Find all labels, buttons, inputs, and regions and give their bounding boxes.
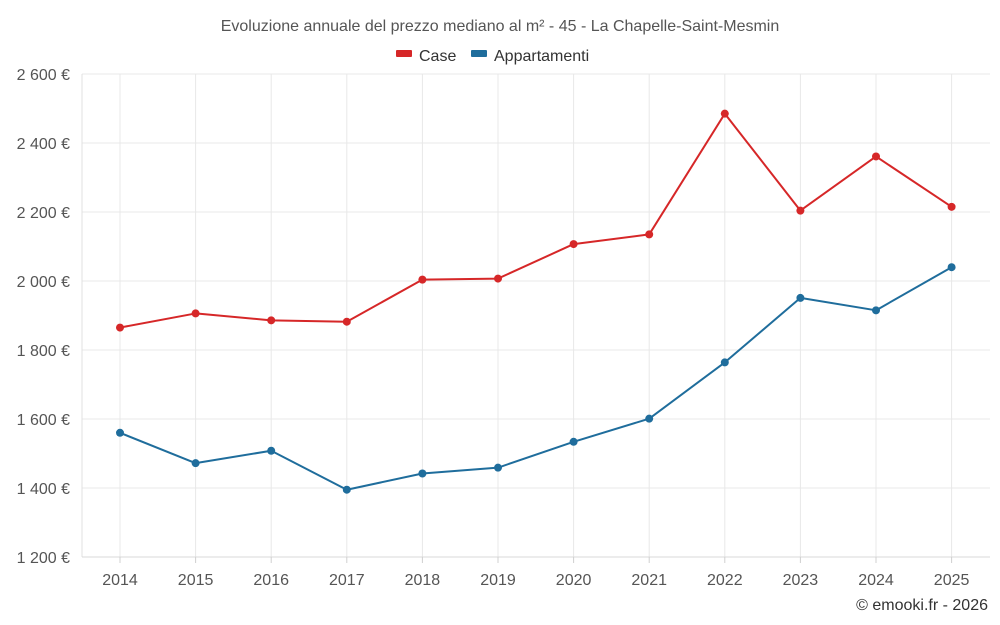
data-point-appartamenti[interactable] — [720, 358, 729, 367]
data-point-case[interactable] — [342, 317, 351, 326]
chart-title: Evoluzione annuale del prezzo mediano al… — [221, 18, 780, 35]
x-tick-label: 2021 — [631, 572, 667, 589]
legend-label-appartamenti[interactable]: Appartamenti — [494, 48, 589, 65]
x-tick-label: 2020 — [556, 572, 592, 589]
data-point-case[interactable] — [116, 323, 124, 332]
data-point-case[interactable] — [720, 109, 729, 118]
data-point-case[interactable] — [569, 240, 578, 249]
y-tick-label: 1 600 € — [17, 412, 70, 429]
data-point-appartamenti[interactable] — [116, 428, 124, 437]
data-point-appartamenti[interactable] — [569, 437, 578, 446]
legend-label-case[interactable]: Case — [419, 48, 456, 65]
y-tick-label: 2 600 € — [17, 67, 70, 84]
legend: Case Appartamenti — [396, 48, 589, 65]
y-tick-label: 2 000 € — [17, 274, 70, 291]
data-point-appartamenti[interactable] — [872, 306, 880, 315]
data-point-appartamenti[interactable] — [342, 485, 351, 494]
data-point-appartamenti[interactable] — [796, 293, 805, 302]
y-tick-label: 1 400 € — [17, 481, 70, 498]
x-tick-label: 2025 — [934, 572, 970, 589]
x-tick-label: 2022 — [707, 572, 743, 589]
data-point-case[interactable] — [267, 316, 276, 325]
x-tick-label: 2023 — [783, 572, 819, 589]
data-point-appartamenti[interactable] — [191, 459, 200, 468]
y-tick-label: 1 800 € — [17, 343, 70, 360]
y-tick-label: 1 200 € — [17, 550, 70, 567]
x-tick-label: 2014 — [102, 572, 138, 589]
y-tick-label: 2 400 € — [17, 136, 70, 153]
data-point-appartamenti[interactable] — [494, 463, 502, 472]
x-tick-label: 2015 — [178, 572, 214, 589]
y-tick-label: 2 200 € — [17, 205, 70, 222]
x-tick-label: 2017 — [329, 572, 365, 589]
y-axis: 1 200 € 1 400 € 1 600 € 1 800 € 2 000 € 2 200… — [17, 67, 70, 567]
data-point-case[interactable] — [947, 202, 956, 211]
data-point-case[interactable] — [494, 274, 502, 283]
series-line-appartamenti — [119, 266, 953, 491]
legend-swatch-appartamenti — [471, 50, 487, 57]
data-point-appartamenti[interactable] — [947, 263, 956, 272]
x-tick-label: 2018 — [405, 572, 441, 589]
data-point-appartamenti[interactable] — [645, 414, 654, 423]
data-point-appartamenti[interactable] — [418, 469, 427, 478]
x-tick-label: 2016 — [253, 572, 289, 589]
data-point-case[interactable] — [645, 230, 654, 239]
credit-text: © emooki.fr - 2026 — [856, 597, 988, 614]
x-tick-label: 2019 — [480, 572, 516, 589]
series-line-case — [119, 112, 953, 329]
data-point-case[interactable] — [796, 206, 805, 215]
data-point-case[interactable] — [872, 152, 880, 161]
data-point-case[interactable] — [191, 309, 200, 318]
legend-swatch-case — [396, 50, 412, 57]
x-axis: 2014 2015 2016 2017 2018 2019 2020 2021 2022 2023… — [102, 557, 969, 589]
data-point-appartamenti[interactable] — [267, 446, 276, 455]
series — [116, 109, 956, 494]
data-point-case[interactable] — [418, 275, 427, 284]
grid — [81, 73, 990, 558]
x-tick-label: 2024 — [858, 572, 894, 589]
